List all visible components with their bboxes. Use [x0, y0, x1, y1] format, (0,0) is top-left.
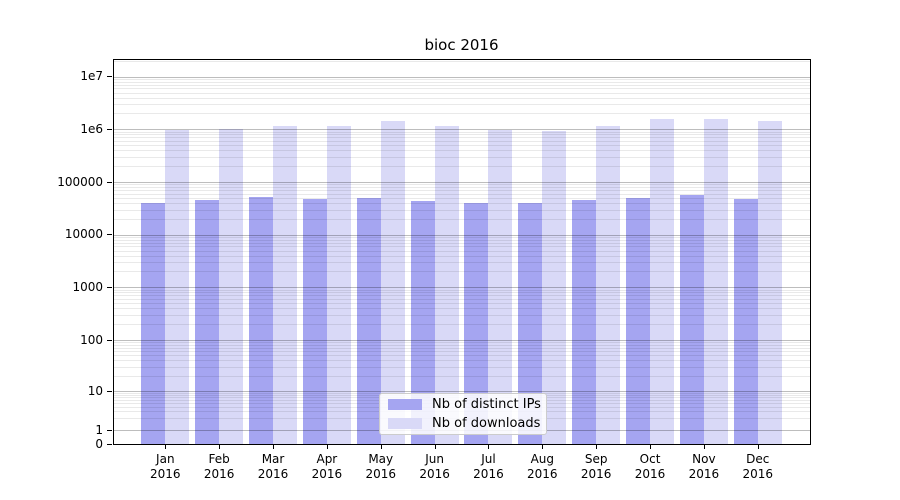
- x-tick-label: Oct 2016: [634, 452, 666, 481]
- x-tick-mark: [434, 445, 436, 449]
- x-tick-label: Aug 2016: [527, 452, 558, 481]
- x-tick-label: Nov 2016: [688, 452, 720, 481]
- x-tick-label: Apr 2016: [311, 452, 343, 481]
- x-tick-mark: [596, 445, 598, 449]
- y-tick-mark: [107, 234, 112, 236]
- x-tick-mark: [380, 445, 382, 449]
- y-tick-mark: [107, 429, 112, 431]
- x-tick-mark: [273, 445, 275, 449]
- legend-swatch-distinct-ips-icon: [388, 399, 422, 410]
- y-tick-mark: [107, 76, 112, 78]
- legend-label-downloads: Nb of downloads: [432, 415, 541, 431]
- y-tick-mark: [107, 286, 112, 288]
- chart-title: bioc 2016: [424, 36, 499, 54]
- x-tick-mark: [650, 445, 652, 449]
- x-tick-mark: [165, 445, 167, 449]
- y-tick-label: 1000: [72, 279, 103, 294]
- x-tick-label: May 2016: [365, 452, 396, 481]
- x-tick-mark: [703, 445, 705, 449]
- x-tick-mark: [542, 445, 544, 449]
- x-tick-label: Jul 2016: [473, 452, 504, 481]
- x-tick-mark: [326, 445, 328, 449]
- x-tick-label: Mar 2016: [257, 452, 289, 481]
- x-tick-label: Feb 2016: [203, 452, 235, 481]
- y-tick-label: 100: [80, 332, 103, 347]
- y-tick-mark: [107, 390, 112, 392]
- y-tick-label: 0: [95, 436, 103, 451]
- y-tick-label: 100000: [57, 174, 103, 189]
- y-tick-mark: [107, 339, 112, 341]
- legend-swatch-downloads-icon: [388, 418, 422, 429]
- y-tick-label: 1e6: [80, 121, 103, 136]
- legend-row-downloads: Nb of downloads: [380, 416, 546, 432]
- legend: Nb of distinct IPs Nb of downloads: [379, 393, 547, 435]
- x-tick-mark: [757, 445, 759, 449]
- plot-area: [113, 59, 811, 445]
- legend-row-distinct-ips: Nb of distinct IPs: [380, 397, 546, 413]
- y-tick-label: 10: [87, 383, 103, 398]
- y-tick-label: 1e7: [80, 69, 103, 84]
- y-tick-mark: [107, 128, 112, 130]
- x-tick-mark: [219, 445, 221, 449]
- x-tick-label: Jan 2016: [150, 452, 181, 481]
- y-tick-label: 1: [95, 422, 103, 437]
- x-tick-mark: [488, 445, 490, 449]
- y-tick-mark: [107, 181, 112, 183]
- x-tick-label: Sep 2016: [580, 452, 612, 481]
- x-tick-label: Jun 2016: [419, 452, 450, 481]
- y-tick-mark: [107, 443, 112, 445]
- y-tick-label: 10000: [64, 227, 103, 242]
- x-tick-label: Dec 2016: [742, 452, 774, 481]
- legend-label-distinct-ips: Nb of distinct IPs: [432, 396, 541, 412]
